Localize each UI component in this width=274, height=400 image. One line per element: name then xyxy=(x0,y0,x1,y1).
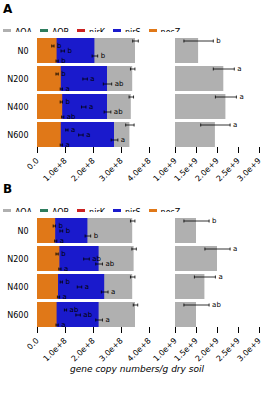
svg-text:1.5e+9: 1.5e+9 xyxy=(172,156,200,184)
svg-text:a: a xyxy=(121,136,125,144)
html-text:nirS: nirS xyxy=(124,208,141,217)
svg-text:a: a xyxy=(65,85,69,93)
svg-text:a: a xyxy=(63,293,67,301)
svg-text:b: b xyxy=(101,52,106,60)
svg-text:a: a xyxy=(237,65,241,73)
svg-text:b: b xyxy=(67,47,72,55)
svg-text:2.0e+9: 2.0e+9 xyxy=(193,336,221,364)
html-text:nirK: nirK xyxy=(89,208,105,217)
svg-text:a: a xyxy=(86,131,90,139)
html-text:B: B xyxy=(3,182,13,196)
html-text:nirK: nirK xyxy=(89,28,105,37)
svg-text:2.5e+9: 2.5e+9 xyxy=(214,336,242,364)
svg-text:b: b xyxy=(66,227,71,235)
svg-text:ab: ab xyxy=(115,80,124,88)
html-text:A: A xyxy=(3,2,13,16)
svg-text:b: b xyxy=(65,98,70,106)
svg-text:a: a xyxy=(111,288,115,296)
svg-text:2.0e+8: 2.0e+8 xyxy=(70,336,97,363)
svg-text:ab: ab xyxy=(212,301,221,309)
svg-text:a: a xyxy=(89,103,93,111)
svg-text:ab: ab xyxy=(114,108,123,116)
html-text:nosZ: nosZ xyxy=(160,28,181,37)
svg-text:1.5e+9: 1.5e+9 xyxy=(172,336,200,364)
svg-text:3.0e+9: 3.0e+9 xyxy=(236,336,263,363)
svg-text:a: a xyxy=(71,126,75,134)
html-text:AOA: AOA xyxy=(15,208,32,217)
svg-text:a: a xyxy=(233,121,237,129)
svg-text:1.0e+9: 1.0e+9 xyxy=(151,336,179,364)
svg-text:N400: N400 xyxy=(7,103,28,112)
html-text:AOA: AOA xyxy=(15,28,32,37)
svg-text:a: a xyxy=(90,75,94,83)
svg-text:2.5e+9: 2.5e+9 xyxy=(214,156,242,184)
html-text:AOB: AOB xyxy=(52,208,70,217)
svg-text:b: b xyxy=(94,232,99,240)
svg-text:N0: N0 xyxy=(17,227,28,236)
svg-text:b: b xyxy=(216,37,221,45)
svg-text:ab: ab xyxy=(70,306,79,314)
html-text:AOB: AOB xyxy=(52,28,70,37)
svg-text:a: a xyxy=(233,245,237,253)
svg-text:b: b xyxy=(61,70,66,78)
svg-text:a: a xyxy=(60,237,64,245)
svg-text:4.0e+8: 4.0e+8 xyxy=(126,156,153,183)
svg-text:1.0e+8: 1.0e+8 xyxy=(42,336,69,363)
svg-text:3.0e+8: 3.0e+8 xyxy=(98,156,125,183)
svg-text:a: a xyxy=(64,265,68,273)
svg-text:b: b xyxy=(212,217,217,225)
html-text:gene copy numbers/g dry soil: gene copy numbers/g dry soil xyxy=(70,364,204,374)
svg-text:ab: ab xyxy=(67,113,76,121)
svg-text:0.0: 0.0 xyxy=(25,336,40,351)
svg-text:a: a xyxy=(239,93,243,101)
svg-text:1.0e+8: 1.0e+8 xyxy=(42,156,69,183)
svg-text:ab: ab xyxy=(92,255,101,263)
svg-text:a: a xyxy=(105,316,109,324)
svg-text:N0: N0 xyxy=(17,47,28,56)
svg-text:b: b xyxy=(57,42,62,50)
svg-text:b: b xyxy=(61,57,66,65)
svg-text:4.0e+8: 4.0e+8 xyxy=(126,336,153,363)
svg-text:ab: ab xyxy=(83,311,92,319)
svg-text:N400: N400 xyxy=(7,283,28,292)
svg-text:b: b xyxy=(58,222,63,230)
svg-text:N200: N200 xyxy=(7,75,28,84)
svg-text:3.0e+9: 3.0e+9 xyxy=(236,156,263,183)
svg-text:a: a xyxy=(61,321,65,329)
svg-text:a: a xyxy=(85,283,89,291)
svg-text:ab: ab xyxy=(105,260,114,268)
svg-text:2.0e+9: 2.0e+9 xyxy=(193,156,221,184)
svg-text:b: b xyxy=(65,278,70,286)
svg-text:3.0e+8: 3.0e+8 xyxy=(98,336,125,363)
svg-text:a: a xyxy=(218,273,222,281)
svg-text:N200: N200 xyxy=(7,255,28,264)
svg-text:b: b xyxy=(61,250,66,258)
svg-text:2.0e+8: 2.0e+8 xyxy=(70,156,97,183)
html-text:nosZ: nosZ xyxy=(160,208,181,217)
svg-text:1.0e+9: 1.0e+9 xyxy=(151,156,179,184)
html-text:nirS: nirS xyxy=(124,28,141,37)
svg-text:a: a xyxy=(65,141,69,149)
svg-text:N600: N600 xyxy=(7,131,28,140)
svg-text:0.0: 0.0 xyxy=(25,156,40,171)
svg-text:N600: N600 xyxy=(7,311,28,320)
